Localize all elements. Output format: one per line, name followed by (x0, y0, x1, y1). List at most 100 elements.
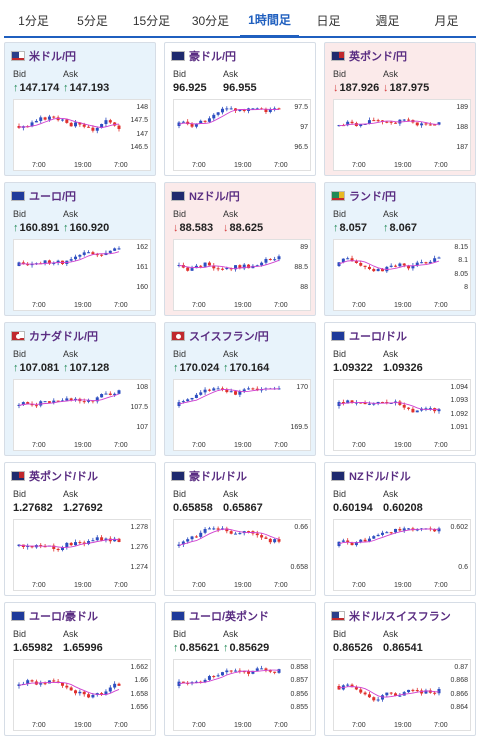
moving-average-line (18, 393, 120, 406)
candlestick-chart[interactable]: 1.278 1.276 1.274 7:00 19:00 7:00 (13, 519, 151, 591)
x-tick-label: 7:00 (32, 582, 46, 589)
candle-body (181, 541, 185, 545)
candle-body (47, 116, 51, 120)
currency-card[interactable]: ユーロ/円 Bid Ask ↑160.891 ↑160.920 162 161 16… (4, 182, 156, 316)
candlestick-chart[interactable]: 170 169.5 7:00 19:00 7:00 (173, 379, 311, 451)
pair-name[interactable]: 豪ドル/円 (189, 51, 237, 63)
candle-body (234, 391, 238, 395)
candle-body (78, 254, 82, 257)
tab-4[interactable]: 1時間足 (240, 4, 299, 38)
pair-name[interactable]: NZドル/円 (189, 191, 240, 203)
tab-3[interactable]: 30分足 (191, 13, 230, 28)
candle-body (277, 108, 281, 110)
y-tick-label: 170 (296, 384, 308, 391)
currency-card[interactable]: 豪ドル/ドル Bid Ask 0.65858 0.65867 0.66 0.658… (164, 462, 316, 596)
candlestick-chart[interactable]: 0.602 0.6 7:00 19:00 7:00 (333, 519, 471, 591)
currency-card[interactable]: ユーロ/ドル Bid Ask 1.09322 1.09326 1.094 1.09… (324, 322, 476, 456)
currency-card[interactable]: カナダドル/円 Bid Ask ↑107.081 ↑107.128 108 107… (4, 322, 156, 456)
timeframe-tabs: 1分足 5分足 15分足 30分足 1時間足 日足 週足 月足 (4, 4, 476, 38)
candlestick-chart[interactable]: 0.87 0.868 0.866 0.864 7:00 19:00 7:00 (333, 659, 471, 731)
candle-body (60, 119, 64, 121)
ask-price: 96.955 (223, 82, 257, 94)
pair-name[interactable]: カナダドル/円 (29, 331, 99, 343)
y-tick-label: 1.656 (130, 704, 148, 711)
candle-body (424, 408, 428, 410)
tab-2[interactable]: 15分足 (132, 13, 171, 28)
candle-body (264, 259, 268, 263)
y-tick-label: 162 (136, 244, 148, 251)
down-arrow-icon: ↓ (383, 82, 389, 94)
candle-body (428, 408, 432, 410)
candlestick-chart[interactable]: 97.5 97 96.5 7:00 19:00 7:00 (173, 99, 311, 171)
tab-0[interactable]: 1分足 (18, 13, 49, 28)
moving-average-line (338, 528, 439, 545)
candlestick-chart[interactable]: 89 88.5 88 7:00 19:00 7:00 (173, 239, 311, 311)
candlestick-chart[interactable]: 162 161 160 7:00 19:00 7:00 (13, 239, 151, 311)
candle-body (433, 692, 437, 694)
candlestick-chart[interactable]: 1.094 1.093 1.092 1.091 7:00 19:00 7:00 (333, 379, 471, 451)
candlestick-chart[interactable]: 0.66 0.658 7:00 19:00 7:00 (173, 519, 311, 591)
x-tick-label: 7:00 (274, 582, 288, 589)
currency-card[interactable]: NZドル/ドル Bid Ask 0.60194 0.60208 0.602 0.6… (324, 462, 476, 596)
currency-card[interactable]: スイスフラン/円 Bid Ask ↑170.024 ↑170.164 170 16… (164, 322, 316, 456)
candle-body (437, 122, 441, 125)
y-tick-label: 169.5 (290, 424, 308, 431)
candle-body (199, 120, 203, 124)
currency-card[interactable]: 米ドル/スイスフラン Bid Ask 0.86526 0.86541 0.87 0… (324, 602, 476, 736)
flag-icon (171, 51, 185, 61)
candle-body (104, 120, 108, 124)
tab-5[interactable]: 日足 (316, 13, 341, 28)
candle-body (376, 269, 380, 272)
candle-body (194, 536, 198, 538)
candlestick-chart[interactable]: 1.662 1.66 1.658 1.656 7:00 19:00 7:00 (13, 659, 151, 731)
ask-price: 1.65996 (63, 642, 103, 654)
tab-7[interactable]: 月足 (434, 13, 459, 28)
candle-body (229, 670, 233, 672)
currency-card[interactable]: 米ドル/円 Bid Ask ↑147.174 ↑147.193 148 147.5… (4, 42, 156, 176)
pair-name[interactable]: 英ポンド/円 (349, 51, 408, 63)
pair-name[interactable]: NZドル/ドル (349, 471, 411, 483)
pair-name[interactable]: 豪ドル/ドル (189, 471, 248, 483)
pair-name[interactable]: ユーロ/英ポンド (189, 611, 270, 623)
candle-body (91, 694, 95, 698)
candlestick-chart[interactable]: 148 147.5 147 146.5 7:00 19:00 7:00 (13, 99, 151, 171)
bid-label: Bid (173, 209, 187, 219)
candle-body (367, 266, 371, 270)
x-tick-label: 7:00 (114, 722, 128, 729)
pair-name[interactable]: 米ドル/円 (29, 51, 77, 63)
candle-body (82, 691, 86, 695)
candle-body (113, 122, 117, 126)
currency-card[interactable]: NZドル/円 Bid Ask ↓88.583 ↓88.625 89 88.5 88 7… (164, 182, 316, 316)
candlestick-chart[interactable]: 0.858 0.857 0.856 0.855 7:00 19:00 7:00 (173, 659, 311, 731)
candlestick-chart[interactable]: 189 188 187 7:00 19:00 7:00 (333, 99, 471, 171)
pair-name[interactable]: ランド/円 (349, 191, 397, 203)
x-tick-label: 7:00 (274, 442, 288, 449)
candle-body (186, 539, 190, 542)
card-header: ランド/円 (331, 189, 396, 203)
currency-card[interactable]: ユーロ/豪ドル Bid Ask 1.65982 1.65996 1.662 1.6… (4, 602, 156, 736)
bid-label: Bid (13, 349, 27, 359)
flag-icon (11, 51, 25, 61)
currency-card[interactable]: 英ポンド/ドル Bid Ask 1.27682 1.27692 1.278 1.2… (4, 462, 156, 596)
candlestick-chart[interactable]: 8.15 8.1 8.05 8 7:00 19:00 7:00 (333, 239, 471, 311)
candle-body (389, 692, 393, 694)
pair-name[interactable]: ユーロ/ドル (349, 331, 408, 343)
currency-card[interactable]: ランド/円 Bid Ask ↑8.057 ↑8.067 8.15 8.1 8.05 8… (324, 182, 476, 316)
tab-6[interactable]: 週足 (375, 13, 400, 28)
pair-name[interactable]: スイスフラン/円 (189, 331, 269, 343)
tab-1[interactable]: 5分足 (77, 13, 108, 28)
currency-card[interactable]: 豪ドル/円 Bid Ask 96.925 96.955 97.5 97 96.5 7:… (164, 42, 316, 176)
pair-name[interactable]: 米ドル/スイスフラン (349, 611, 451, 623)
currency-card[interactable]: 英ポンド/円 Bid Ask ↓187.926 ↓187.975 189 188 1… (324, 42, 476, 176)
candle-body (56, 260, 60, 263)
pair-name[interactable]: ユーロ/円 (29, 191, 77, 203)
pair-name[interactable]: 英ポンド/ドル (29, 471, 99, 483)
candle-body (376, 534, 380, 537)
pair-name[interactable]: ユーロ/豪ドル (29, 611, 99, 623)
currency-card[interactable]: ユーロ/英ポンド Bid Ask ↑0.85621 ↑0.85629 0.858… (164, 602, 316, 736)
candle-plot (177, 254, 281, 272)
candle-body (100, 693, 104, 695)
candle-body (21, 402, 25, 405)
ask-label: Ask (383, 629, 399, 639)
candlestick-chart[interactable]: 108 107.5 107 7:00 19:00 7:00 (13, 379, 151, 451)
